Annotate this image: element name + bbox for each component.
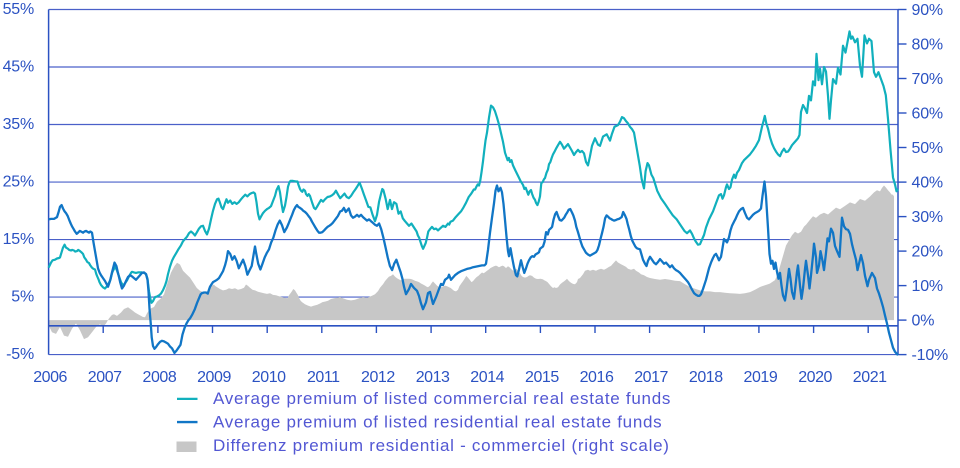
svg-text:2006: 2006 (33, 369, 67, 386)
svg-text:2007: 2007 (88, 369, 122, 386)
svg-text:30%: 30% (912, 209, 943, 226)
svg-text:2012: 2012 (361, 369, 395, 386)
svg-text:80%: 80% (912, 36, 943, 53)
svg-text:20%: 20% (912, 243, 943, 260)
svg-text:-10%: -10% (912, 347, 949, 364)
svg-text:70%: 70% (912, 71, 943, 88)
svg-text:40%: 40% (912, 174, 943, 191)
svg-text:Average premium of listed comm: Average premium of listed commercial rea… (213, 389, 671, 408)
svg-text:-5%: -5% (6, 346, 34, 363)
svg-text:45%: 45% (3, 59, 34, 76)
svg-text:Differenz premium residential: Differenz premium residential - commerci… (213, 436, 670, 455)
svg-text:2009: 2009 (197, 369, 231, 386)
svg-text:2011: 2011 (307, 369, 340, 386)
svg-text:15%: 15% (3, 231, 34, 248)
svg-text:2014: 2014 (470, 369, 504, 386)
svg-text:2015: 2015 (525, 369, 559, 386)
svg-text:2018: 2018 (689, 369, 723, 386)
svg-text:2019: 2019 (744, 369, 778, 386)
svg-text:55%: 55% (3, 1, 34, 18)
svg-text:25%: 25% (3, 174, 34, 191)
svg-text:2016: 2016 (580, 369, 614, 386)
svg-text:35%: 35% (3, 116, 34, 133)
svg-text:2017: 2017 (634, 369, 668, 386)
svg-text:2008: 2008 (143, 369, 177, 386)
svg-text:5%: 5% (11, 289, 34, 306)
svg-text:2010: 2010 (252, 369, 286, 386)
svg-text:60%: 60% (912, 105, 943, 122)
svg-text:2013: 2013 (416, 369, 450, 386)
svg-text:2021: 2021 (853, 369, 887, 386)
svg-text:50%: 50% (912, 140, 943, 157)
svg-text:Average premium of listed resi: Average premium of listed residential re… (213, 412, 662, 431)
svg-text:0%: 0% (912, 312, 935, 329)
svg-text:90%: 90% (912, 2, 943, 19)
svg-text:2020: 2020 (798, 369, 832, 386)
svg-text:10%: 10% (912, 278, 943, 295)
